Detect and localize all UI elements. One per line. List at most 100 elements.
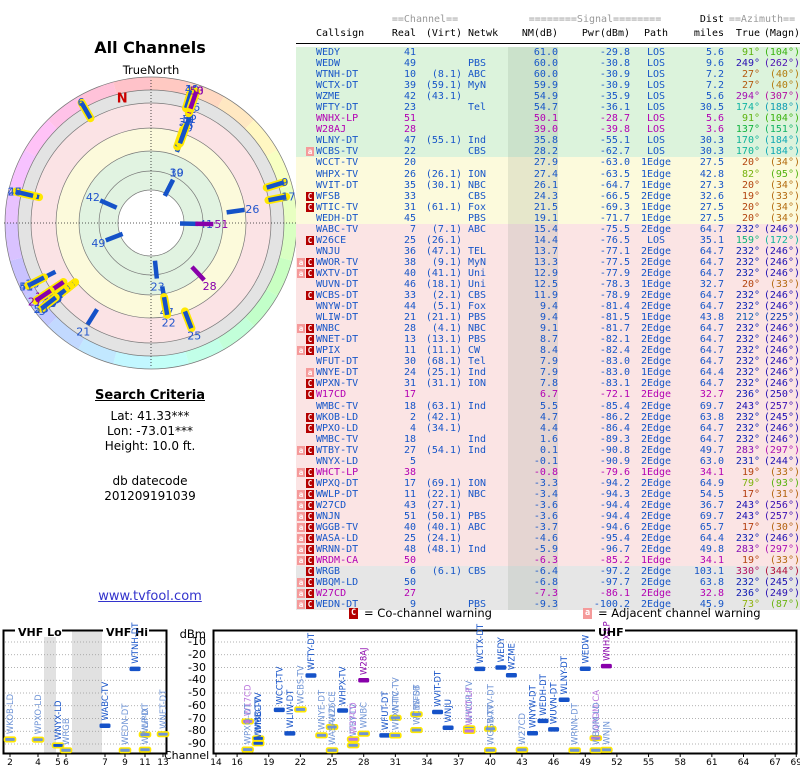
cell-mg: (249°) xyxy=(763,588,800,600)
cell-re: 27 xyxy=(403,444,416,456)
dbm-axis-title: dBm xyxy=(179,627,206,641)
band-station-bar xyxy=(527,731,538,736)
cell-mi: 27.5 xyxy=(699,212,724,224)
cell-re: 23 xyxy=(403,102,416,114)
cell-pw: -28.7 xyxy=(599,113,630,125)
channel-tick-label: 58 xyxy=(674,758,686,768)
cell-re: 51 xyxy=(403,510,416,522)
co-channel-warning-icon: C xyxy=(306,445,314,455)
cell-mi: 34.1 xyxy=(699,466,724,478)
cell-pw: -78.3 xyxy=(599,278,630,290)
cell-mi: 64.7 xyxy=(699,256,724,268)
cell-mg: (246°) xyxy=(763,323,800,335)
band-station-bar xyxy=(505,673,517,678)
cell-pa: 2Edge xyxy=(640,510,672,522)
cell-mi: 69.7 xyxy=(699,400,724,412)
cell-cs: WRDM-CA xyxy=(316,555,359,567)
cell-mi: 27.3 xyxy=(699,179,724,191)
adjacent-channel-warning-icon: a xyxy=(297,467,305,477)
cell-mi: 3.6 xyxy=(705,124,724,136)
cell-nm: -6.8 xyxy=(508,577,558,589)
band-station-label: WUVN-DT xyxy=(550,682,560,724)
cell-vi: (7.1) xyxy=(431,223,462,235)
cell-re: 26 xyxy=(403,168,416,180)
channel-tick-label: 55 xyxy=(643,758,654,768)
cell-cs: WFSB xyxy=(316,190,341,202)
co-channel-warning-icon: C xyxy=(306,500,314,510)
cell-pw: -62.7 xyxy=(599,146,630,158)
cell-pw: -79.6 xyxy=(599,466,630,478)
channel-tick-label: 40 xyxy=(485,758,497,768)
radar-station-bar xyxy=(85,308,99,326)
direction-hue-sector xyxy=(185,338,224,365)
table-row: WNJU 36 (47.1) TEL 13.7 -77.1 2Edge 64.7 232° (24… xyxy=(296,245,800,257)
tvfool-link[interactable]: www.tvfool.com xyxy=(98,589,202,604)
cell-pw: -72.1 xyxy=(599,389,630,401)
band-station-bar xyxy=(59,747,73,754)
cell-pa: 2Edge xyxy=(640,256,672,268)
co-channel-warning-icon: C xyxy=(306,511,314,521)
cell-nw: CBS xyxy=(468,566,487,578)
cell-pw: -96.7 xyxy=(599,544,630,556)
cell-mg: (30°) xyxy=(769,522,800,534)
cell-tr: 236° xyxy=(735,389,760,401)
cell-pa: LOS xyxy=(646,91,666,103)
group-channel: ==Channel== xyxy=(391,14,459,25)
cell-vi: (24.1) xyxy=(425,533,462,545)
cell-re: 45 xyxy=(403,212,416,224)
band-station-label: WVIT-DT xyxy=(434,670,444,707)
channel-tick-label: 7 xyxy=(102,758,108,768)
co-channel-warning-icon: C xyxy=(306,567,314,577)
cell-nm: 28.2 xyxy=(508,146,558,158)
channel-tick-label: 11 xyxy=(139,758,150,768)
cell-re: 46 xyxy=(403,278,416,290)
cell-cs: WNBC xyxy=(316,323,341,335)
cell-cs: W27CD xyxy=(316,499,347,511)
band-station-bar xyxy=(410,711,423,718)
cell-cs: WASA-LD xyxy=(316,533,359,545)
height-value: Height: 10.0 ft. xyxy=(104,439,196,453)
direction-hue-sector xyxy=(78,81,117,108)
table-row: WMBC-TV 18 Ind 1.6 -89.3 2Edge 64.7 232° (246°) xyxy=(296,433,800,445)
band-station-label: W26CE xyxy=(328,691,338,722)
cell-nw: CBS xyxy=(468,146,487,158)
cell-mg: (40°) xyxy=(769,69,800,81)
radar-channel-label: 50 xyxy=(34,303,48,316)
table-row: C W26CE 25 (26.1) 14.4 -76.5 LOS 35.1 159° (172°) xyxy=(296,234,800,246)
table-row: a C W27CD 43 (27.1) -3.6 -94.4 2Edge 36.7 243° (25… xyxy=(296,499,800,511)
warning-badges: C xyxy=(306,412,314,422)
cell-pw: -86.2 xyxy=(599,411,630,423)
cell-cs: WCTX-DT xyxy=(316,80,359,92)
channel-tick-label: 46 xyxy=(548,758,560,768)
cell-tr: 79° xyxy=(741,477,760,489)
radar-channel-label: 42 xyxy=(86,191,100,204)
cell-mg: (246°) xyxy=(763,290,800,302)
cell-tr: 27° xyxy=(741,69,760,81)
cell-nm: 27.9 xyxy=(508,157,558,169)
cell-pw: -85.2 xyxy=(599,555,630,567)
table-row: a WNYE-DT 24 (25.1) Ind 7.9 -83.0 1Edge 64.4 232°… xyxy=(296,367,800,379)
cell-mg: (33°) xyxy=(769,278,800,290)
cell-nw: ABC xyxy=(468,69,487,81)
cell-cs: WTIC-TV xyxy=(316,201,359,213)
cell-pa: 2Edge xyxy=(640,433,672,445)
direction-hue-sector xyxy=(266,257,293,296)
cell-cs: WPXN-TV xyxy=(316,378,359,390)
cell-cs: WZME xyxy=(316,91,341,103)
cell-nm: 8.7 xyxy=(508,334,558,346)
col-virt: (Virt) xyxy=(425,28,462,39)
radar-station-bar xyxy=(26,275,46,288)
cell-re: 50 xyxy=(403,555,416,567)
channel-tick-label: 2 xyxy=(7,758,13,768)
cell-mi: 64.7 xyxy=(699,290,724,302)
band-station-bar xyxy=(410,727,423,734)
band-station-bar xyxy=(3,736,17,743)
direction-hue-sector xyxy=(217,96,255,129)
band-station-bar xyxy=(51,742,65,749)
longitude-value: Lon: -73.01*** xyxy=(107,424,193,438)
cell-re: 38 xyxy=(403,256,416,268)
